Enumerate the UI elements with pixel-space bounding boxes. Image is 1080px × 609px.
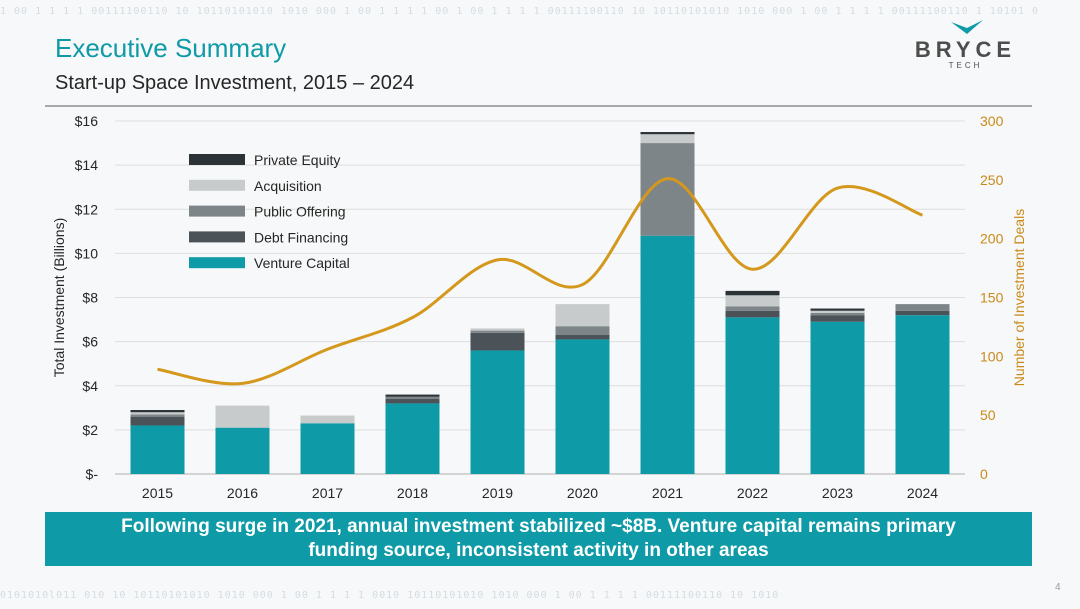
bar-venture-capital-2022 [725,317,780,474]
bar-debt-financing-2022 [725,310,780,318]
bar-public-offering-2023 [810,312,865,316]
bar-private-equity-2018 [385,394,440,397]
y-tick-label: $- [86,466,99,482]
chart-legend: Private Equity Acquisition Public Offering… [189,152,350,271]
x-tick-label: 2019 [482,485,513,501]
x-tick-label: 2016 [227,485,258,501]
bar-public-offering-2019 [470,330,525,333]
y2-tick-label: 150 [980,290,1004,306]
y-axis-right-ticks: 0 50 100 150 200 250 300 [980,113,1004,482]
bar-public-offering-2018 [385,396,440,399]
title-divider [45,105,1032,107]
y2-axis-label: Number of Investment Deals [1011,209,1027,386]
y2-tick-label: 50 [980,407,996,423]
bar-venture-capital-2023 [810,321,865,474]
bar-debt-financing-2020 [555,335,610,340]
bar-acquisition-2020 [555,304,610,327]
bar-venture-capital-2017 [300,423,355,474]
y-tick-label: $14 [75,157,99,173]
bar-private-equity-2015 [130,410,185,413]
bar-acquisition-2015 [130,412,185,415]
bar-public-offering-2024 [895,304,950,311]
investment-chart: $- $2 $4 $6 $8 $10 $12 $14 $16 0 50 100 150 200 250 30… [51,113,1027,501]
bar-debt-financing-2019 [470,332,525,351]
legend-swatch-acquisition [189,179,245,191]
y-tick-label: $10 [75,245,99,261]
investment-deals-line [157,177,924,386]
logo-wordmark: BRYCE [914,37,1017,62]
bar-private-equity-2022 [725,290,780,296]
y-tick-label: $16 [75,113,99,129]
x-axis-ticks: 2015 2016 2017 2018 2019 2020 2021 2022 2023 2024 [142,485,938,501]
stacked-bars [130,132,950,474]
bar-private-equity-2023 [810,308,865,311]
page-number: 4 [1055,582,1061,593]
bar-debt-financing-2023 [810,315,865,322]
bar-acquisition-2023 [810,310,865,313]
y2-tick-label: 100 [980,348,1004,364]
legend-swatch-public-offering [189,205,245,217]
bryce-chevron-logo-icon [951,20,983,34]
x-tick-label: 2015 [142,485,173,501]
x-tick-label: 2018 [397,485,428,501]
binary-decoration-bottom: 0101010l011 010 10 10110101010 1010 000 … [0,590,780,601]
legend-label-venture-capital: Venture Capital [254,255,350,271]
bar-venture-capital-2020 [555,339,610,474]
legend-label-debt-financing: Debt Financing [254,229,348,245]
y2-tick-label: 300 [980,113,1004,129]
y2-tick-label: 200 [980,231,1004,247]
bar-public-offering-2020 [555,326,610,336]
bar-venture-capital-2015 [130,425,185,474]
legend-label-private-equity: Private Equity [254,152,340,168]
y2-tick-label: 250 [980,172,1004,188]
x-tick-label: 2023 [822,485,853,501]
bar-acquisition-2016 [215,405,270,428]
bar-public-offering-2015 [130,414,185,417]
bar-acquisition-2022 [725,295,780,307]
bar-private-equity-2021 [640,132,695,135]
bar-venture-capital-2021 [640,235,695,474]
legend-swatch-private-equity [189,154,245,165]
bar-acquisition-2021 [640,134,695,144]
bar-venture-capital-2024 [895,315,950,474]
x-tick-label: 2024 [907,485,938,501]
logo-subtext: TECH [948,61,983,70]
bar-public-offering-2022 [725,306,780,311]
legend-swatch-debt-financing [189,231,245,243]
y-axis-label: Total Investment (Billions) [51,218,67,378]
x-tick-label: 2022 [737,485,768,501]
y-tick-label: $8 [82,290,98,306]
y-tick-label: $12 [75,201,99,217]
legend-label-acquisition: Acquisition [254,178,322,194]
deals-line-layer [157,177,924,386]
bar-debt-financing-2015 [130,416,185,426]
slide-subtitle: Start-up Space Investment, 2015 – 2024 [55,72,415,94]
y2-tick-label: 0 [980,466,988,482]
y-tick-label: $6 [82,334,98,350]
bar-venture-capital-2018 [385,403,440,474]
x-tick-label: 2020 [567,485,598,501]
y-tick-label: $4 [82,378,98,394]
bryce-logo: BRYCE TECH [893,20,1038,72]
bar-acquisition-2019 [470,328,525,331]
bar-debt-financing-2018 [385,398,440,404]
legend-swatch-venture-capital [189,257,245,269]
y-axis-left-ticks: $- $2 $4 $6 $8 $10 $12 $14 $16 [75,113,99,482]
y-tick-label: $2 [82,422,98,438]
bar-acquisition-2017 [300,415,355,424]
summary-callout: Following surge in 2021, annual investme… [45,512,1032,566]
x-tick-label: 2017 [312,485,343,501]
slide-title: Executive Summary [55,33,287,63]
summary-text: Following surge in 2021, annual investme… [121,516,956,561]
bar-debt-financing-2024 [895,310,950,316]
bar-venture-capital-2019 [470,350,525,474]
bar-venture-capital-2016 [215,427,270,474]
legend-label-public-offering: Public Offering [254,204,346,220]
x-tick-label: 2021 [652,485,683,501]
binary-decoration-top: 1 00 1 1 1 1 00111100110 10 10110101010 … [0,6,1040,17]
